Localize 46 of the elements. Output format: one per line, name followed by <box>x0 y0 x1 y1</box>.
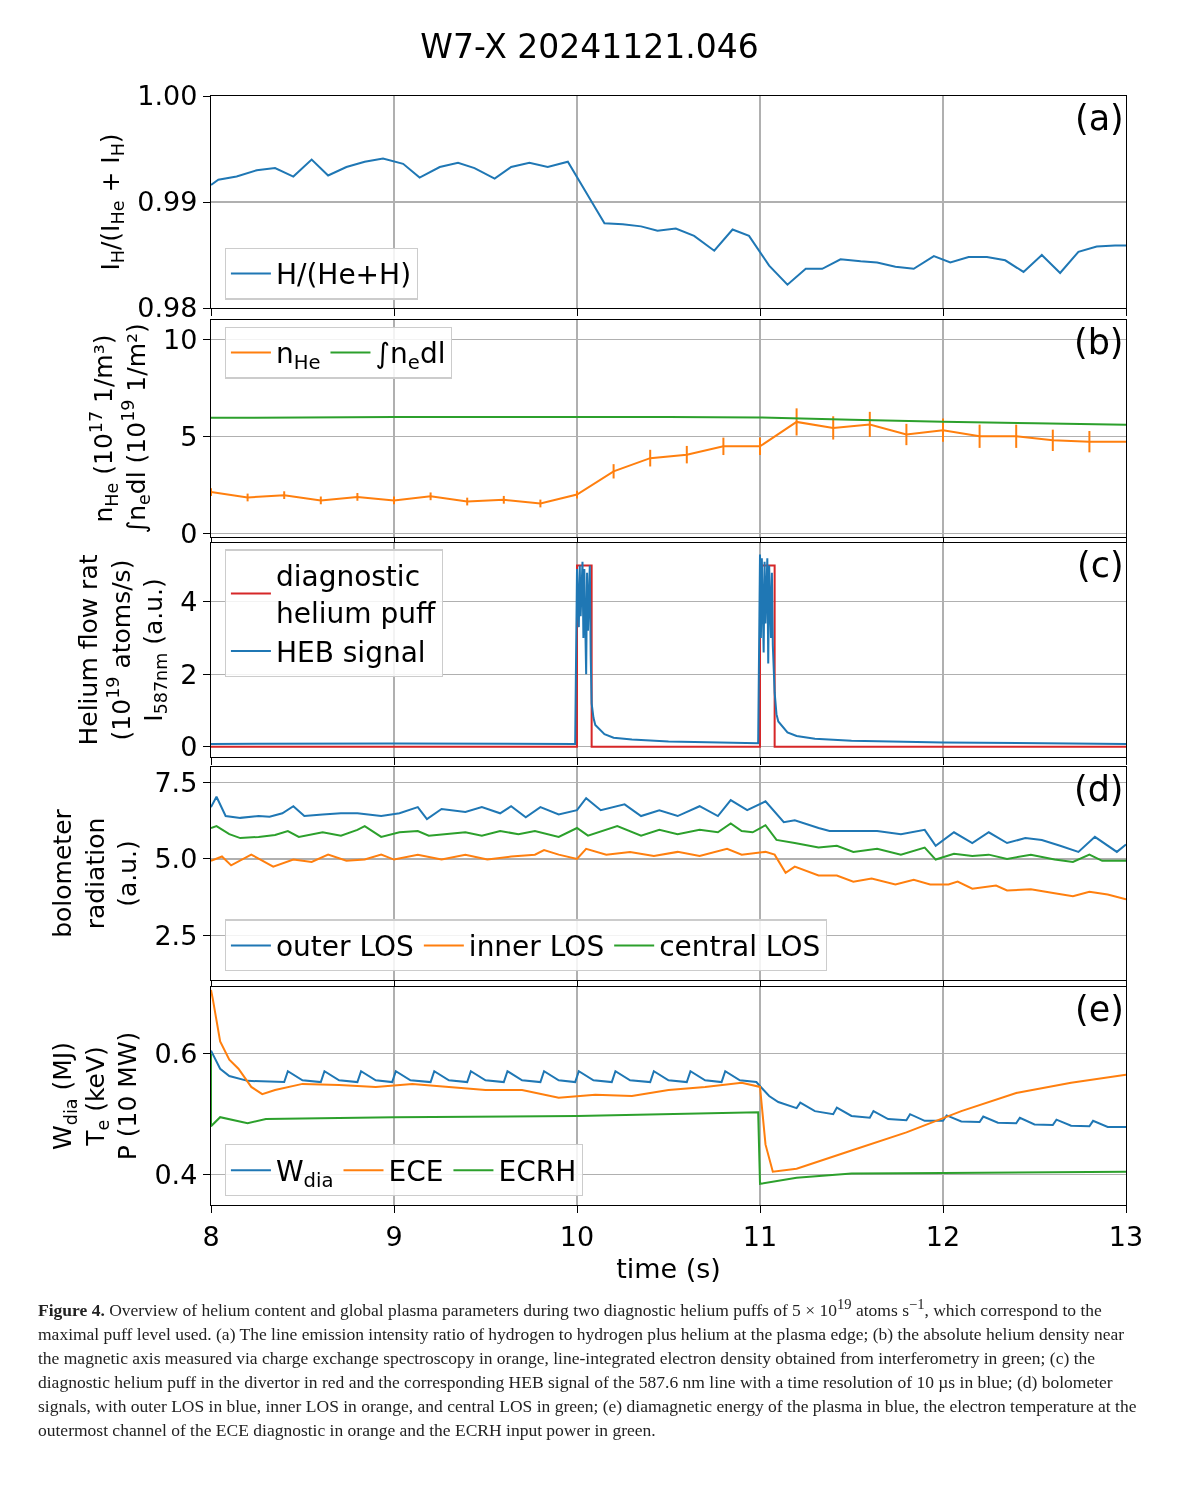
x-tick-label: 12 <box>925 1220 961 1252</box>
y-tick-label: 5 <box>180 420 198 452</box>
legend-label: outer LOS <box>275 930 414 964</box>
y-tick-label: 2.5 <box>154 920 198 952</box>
legend-label: diagnostic helium puff <box>275 560 436 630</box>
x-axis-title: time (s) <box>616 1252 721 1284</box>
y-tick-label: 0.98 <box>137 292 198 324</box>
legend-label: inner LOS <box>468 930 605 964</box>
y-tick-label: 0.99 <box>137 186 198 218</box>
legend-label: ECRH <box>498 1155 577 1189</box>
x-tick-label: 9 <box>385 1220 403 1252</box>
y-tick-label: 5.0 <box>154 843 198 875</box>
annotation: (c) <box>1077 545 1124 585</box>
legend-label: central LOS <box>659 930 821 964</box>
x-tick-label: 8 <box>202 1220 220 1252</box>
annotation: (e) <box>1075 989 1124 1029</box>
line-series <box>211 822 1126 864</box>
x-tick-label: 10 <box>559 1220 595 1252</box>
y-tick-label: 0.6 <box>154 1038 198 1070</box>
annotation: (b) <box>1074 322 1124 362</box>
legend-label: H/(He+H) <box>275 258 412 292</box>
line-series <box>211 415 1126 426</box>
x-tick-label: 13 <box>1108 1220 1144 1252</box>
annotation: (a) <box>1075 98 1124 138</box>
y-tick-label: 10 <box>163 323 198 355</box>
chart-title: W7-X 20241121.046 <box>420 26 759 66</box>
y-tick-label: 4 <box>180 586 198 618</box>
y-tick-label: 2 <box>180 658 198 690</box>
line-series <box>211 1049 1126 1128</box>
y-tick-label: 7.5 <box>154 766 198 798</box>
line-series <box>211 157 1126 286</box>
legend-label: n$_{He}$ <box>275 337 321 375</box>
annotation: (d) <box>1074 769 1124 809</box>
line-series <box>211 847 1126 901</box>
legend-label: ∫n$_{e}$dl <box>375 337 446 375</box>
y-tick-label: 1.00 <box>137 80 198 112</box>
y-axis-title: bolometer radiation (a.u.) <box>48 808 143 938</box>
legend-label: W$_{dia}$ <box>275 1155 334 1192</box>
legend-label: HEB signal <box>275 636 426 670</box>
text: Figure 4. Overview of helium content and global plasma parameters during two diagnostic helium puffs of 5 × 10$^{19}$ atoms s$^{−1}$, which correspond to the maximal puff level used. (a) The line emission intensity ratio of hydrogen to hydrogen plus helium at the plasma edge; (b) the absolute helium density near the magnetic axis measured via charge exchange spectroscopy in orange, line-integrated electron density obtained from interferometry in green; (c) the diagnostic helium puff in the divertor in red and the corresponding HEB signal of the 587.6 nm line with a time resolution of 10 µs in blue; (d) bolometer signals, with outer LOS in blue, inner LOS in orange, and central LOS in green; (e) diamagnetic energy of the plasma in blue, the electron temperature at the outermost channel of the ECE diagnostic in orange and the ECRH input power in green. <box>38 1296 1137 1440</box>
y-tick-label: 0 <box>180 517 198 549</box>
y-tick-label: 0 <box>180 731 198 763</box>
legend-label: ECE <box>388 1155 444 1189</box>
x-tick-label: 11 <box>742 1220 778 1252</box>
line-series <box>211 1052 1126 1185</box>
y-tick-label: 0.4 <box>154 1159 198 1191</box>
